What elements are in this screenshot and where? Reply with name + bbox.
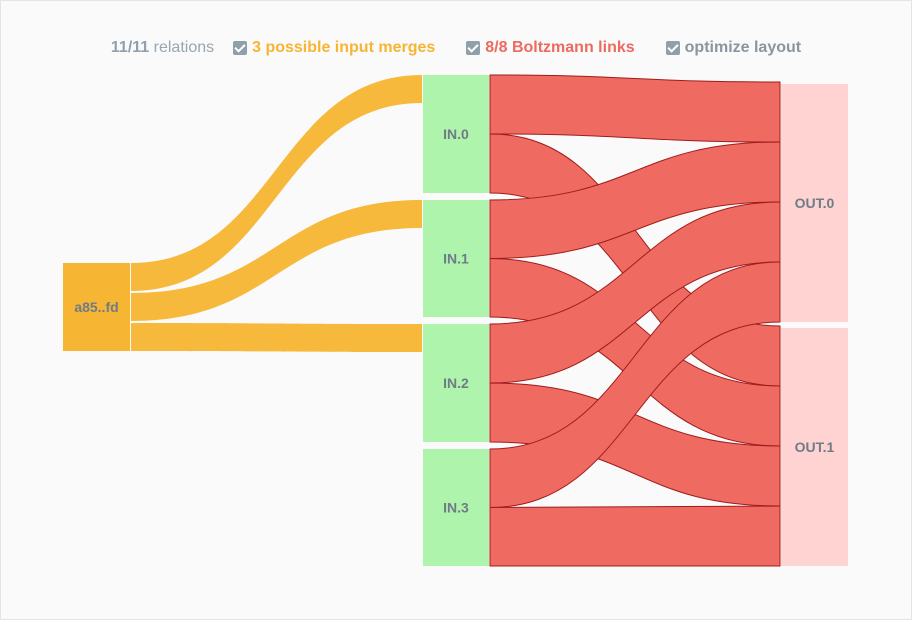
nodes: a85..fd IN.0 IN.1 IN.2 IN.3 OUT.0 OUT.1 [63, 75, 848, 566]
node-out-1[interactable]: OUT.1 [781, 328, 848, 566]
node-source-label: a85..fd [74, 299, 118, 315]
node-in-3[interactable]: IN.3 [423, 449, 489, 566]
node-in-1[interactable]: IN.1 [423, 200, 489, 317]
checkbox-icon[interactable] [665, 41, 680, 55]
node-in-0[interactable]: IN.0 [423, 75, 489, 193]
checkbox-icon[interactable] [233, 41, 248, 55]
node-in-3-box[interactable] [423, 449, 489, 566]
node-in-0-label: IN.0 [443, 126, 469, 142]
boltzmann-links [489, 74, 781, 567]
merge-link-a85-fd-to-in-0[interactable] [131, 75, 422, 291]
toolbar: 11/11 relations 3 possible input merges … [0, 36, 912, 60]
merge-link-a85-fd-to-in-1[interactable] [131, 200, 422, 321]
boltzmann-link-in-3-to-out-0[interactable] [489, 261, 781, 509]
node-source[interactable]: a85..fd [63, 263, 130, 351]
node-out-1-label: OUT.1 [795, 439, 835, 455]
node-out-0-label: OUT.0 [795, 195, 835, 211]
merge-links [131, 75, 422, 352]
boltzmann-link-in-0-to-out-0[interactable] [489, 74, 781, 143]
relations-counter: 11/11 relations [111, 39, 214, 57]
boltzmann-links-label: 8/8 Boltzmann links [485, 39, 635, 56]
node-in-2-label: IN.2 [443, 375, 469, 391]
node-in-0-box[interactable] [423, 75, 489, 193]
boltzmann-link-in-3-to-out-1[interactable] [489, 505, 781, 567]
node-out-0-box[interactable] [781, 84, 848, 322]
optimize-layout-label: optimize layout [684, 39, 802, 56]
checkbox-icon[interactable] [466, 41, 481, 55]
boltzmann-links-toggle[interactable]: 8/8 Boltzmann links [466, 39, 635, 57]
input-merges-label: 3 possible input merges [252, 39, 436, 56]
node-in-3-label: IN.3 [443, 500, 469, 516]
relations-count: 11/11 [110, 39, 150, 56]
node-out-0[interactable]: OUT.0 [781, 84, 848, 322]
node-in-1-box[interactable] [423, 200, 489, 317]
node-source-box[interactable] [63, 263, 130, 351]
input-merges-toggle[interactable]: 3 possible input merges [233, 39, 435, 57]
merge-link-a85-fd-to-in-2[interactable] [131, 323, 422, 352]
node-in-1-label: IN.1 [443, 251, 469, 267]
node-out-1-box[interactable] [781, 328, 848, 566]
node-in-2-box[interactable] [423, 324, 489, 442]
node-in-2[interactable]: IN.2 [423, 324, 489, 442]
relations-label: relations [149, 39, 215, 56]
optimize-layout-toggle[interactable]: optimize layout [665, 39, 802, 57]
